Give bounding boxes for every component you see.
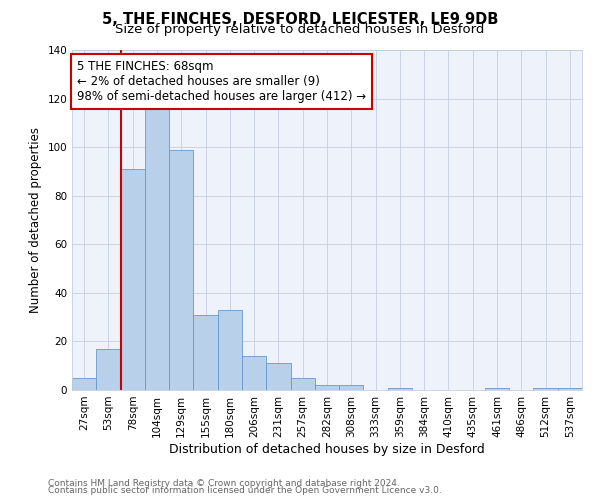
- Bar: [96, 348, 121, 390]
- X-axis label: Distribution of detached houses by size in Desford: Distribution of detached houses by size …: [169, 442, 485, 456]
- Text: Contains HM Land Registry data © Crown copyright and database right 2024.: Contains HM Land Registry data © Crown c…: [48, 478, 400, 488]
- Bar: [193, 314, 218, 390]
- Y-axis label: Number of detached properties: Number of detached properties: [29, 127, 42, 313]
- Bar: [485, 388, 509, 390]
- Text: 5, THE FINCHES, DESFORD, LEICESTER, LE9 9DB: 5, THE FINCHES, DESFORD, LEICESTER, LE9 …: [102, 12, 498, 28]
- Text: Contains public sector information licensed under the Open Government Licence v3: Contains public sector information licen…: [48, 486, 442, 495]
- Bar: [169, 150, 193, 390]
- Bar: [533, 388, 558, 390]
- Bar: [339, 385, 364, 390]
- Bar: [290, 378, 315, 390]
- Bar: [558, 388, 582, 390]
- Bar: [315, 385, 339, 390]
- Text: Size of property relative to detached houses in Desford: Size of property relative to detached ho…: [115, 22, 485, 36]
- Bar: [121, 169, 145, 390]
- Bar: [145, 108, 169, 390]
- Bar: [266, 364, 290, 390]
- Bar: [72, 378, 96, 390]
- Bar: [388, 388, 412, 390]
- Bar: [242, 356, 266, 390]
- Text: 5 THE FINCHES: 68sqm
← 2% of detached houses are smaller (9)
98% of semi-detache: 5 THE FINCHES: 68sqm ← 2% of detached ho…: [77, 60, 366, 103]
- Bar: [218, 310, 242, 390]
